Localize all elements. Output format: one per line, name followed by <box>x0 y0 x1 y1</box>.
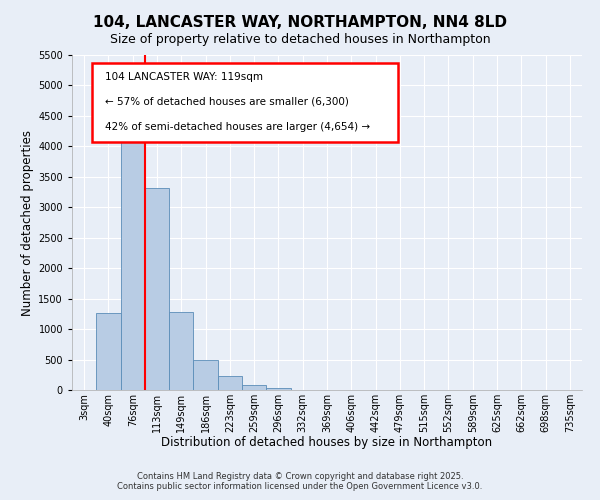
Text: 104, LANCASTER WAY, NORTHAMPTON, NN4 8LD: 104, LANCASTER WAY, NORTHAMPTON, NN4 8LD <box>93 15 507 30</box>
Bar <box>169 312 193 390</box>
Bar <box>96 312 121 390</box>
X-axis label: Distribution of detached houses by size in Northampton: Distribution of detached houses by size … <box>161 436 493 450</box>
FancyBboxPatch shape <box>92 64 398 142</box>
Text: 42% of semi-detached houses are larger (4,654) →: 42% of semi-detached houses are larger (… <box>105 122 370 132</box>
Text: Contains public sector information licensed under the Open Government Licence v3: Contains public sector information licen… <box>118 482 482 491</box>
Text: ← 57% of detached houses are smaller (6,300): ← 57% of detached houses are smaller (6,… <box>105 97 349 107</box>
Text: Size of property relative to detached houses in Northampton: Size of property relative to detached ho… <box>110 32 490 46</box>
Y-axis label: Number of detached properties: Number of detached properties <box>21 130 34 316</box>
Text: Contains HM Land Registry data © Crown copyright and database right 2025.: Contains HM Land Registry data © Crown c… <box>137 472 463 481</box>
Bar <box>193 360 218 390</box>
Bar <box>145 188 169 390</box>
Bar <box>218 376 242 390</box>
Bar <box>242 385 266 390</box>
Bar <box>121 124 145 390</box>
Bar <box>266 388 290 390</box>
Text: 104 LANCASTER WAY: 119sqm: 104 LANCASTER WAY: 119sqm <box>105 72 263 82</box>
